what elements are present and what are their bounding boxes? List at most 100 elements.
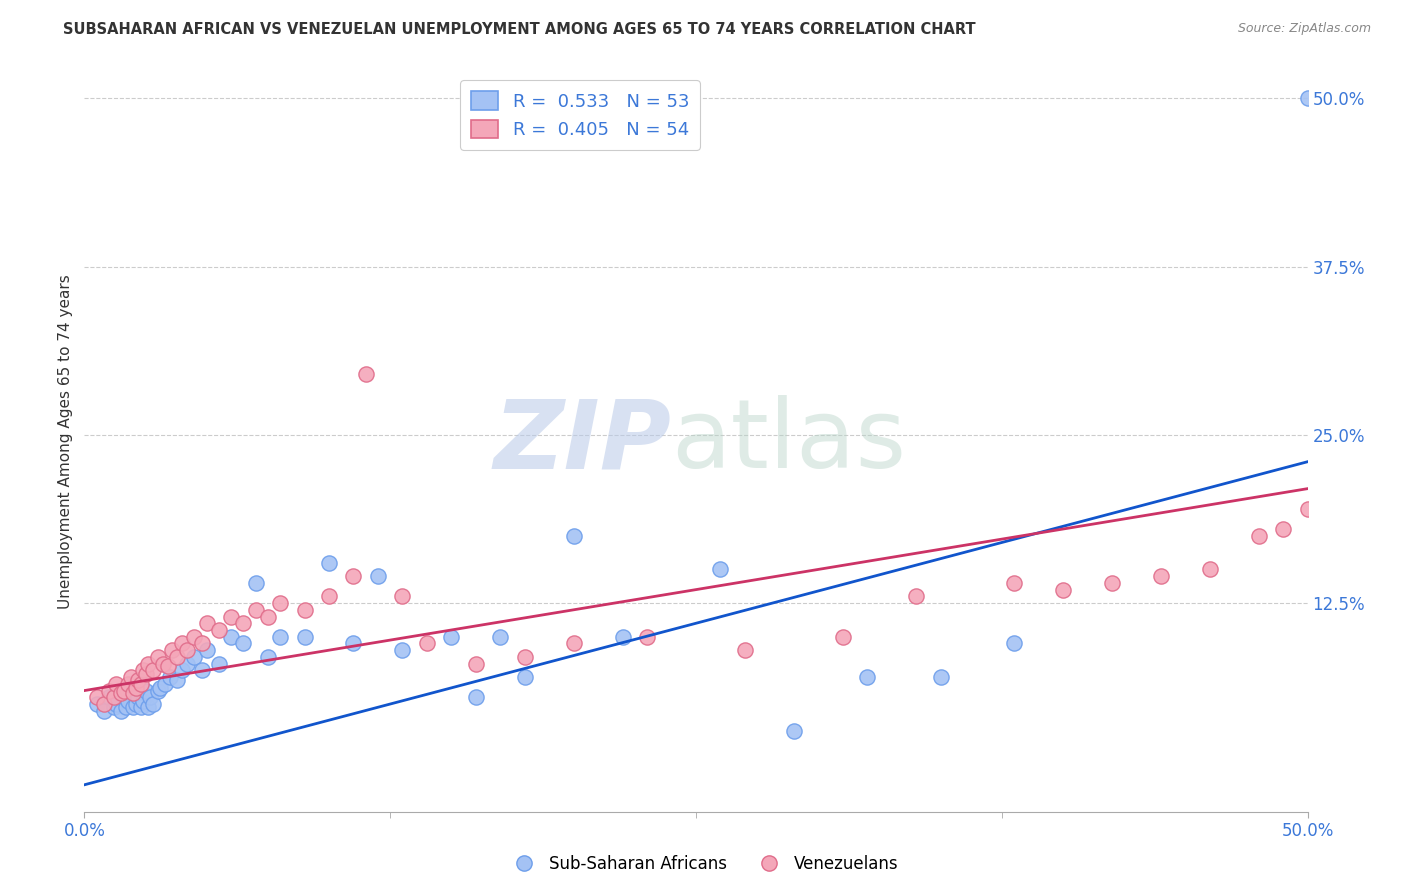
Point xyxy=(142,664,165,678)
Point xyxy=(183,649,205,664)
Point xyxy=(172,636,194,650)
Point xyxy=(117,677,139,691)
Point xyxy=(172,664,194,678)
Point xyxy=(1002,575,1025,590)
Legend: Sub-Saharan Africans, Venezuelans: Sub-Saharan Africans, Venezuelans xyxy=(501,848,905,880)
Point xyxy=(1247,529,1270,543)
Point xyxy=(127,690,149,705)
Point xyxy=(136,657,159,671)
Point xyxy=(146,683,169,698)
Point xyxy=(342,569,364,583)
Point xyxy=(156,659,179,673)
Point xyxy=(93,697,115,711)
Point xyxy=(103,699,125,714)
Point xyxy=(294,630,316,644)
Point xyxy=(709,562,731,576)
Point xyxy=(1150,569,1173,583)
Point xyxy=(219,609,242,624)
Point xyxy=(176,657,198,671)
Point xyxy=(97,683,120,698)
Point xyxy=(318,556,340,570)
Point xyxy=(1002,636,1025,650)
Point xyxy=(110,683,132,698)
Point xyxy=(416,636,439,650)
Point xyxy=(318,590,340,604)
Point xyxy=(1272,522,1295,536)
Point xyxy=(120,670,142,684)
Point xyxy=(159,670,181,684)
Point xyxy=(152,657,174,671)
Point xyxy=(391,590,413,604)
Point xyxy=(166,649,188,664)
Point xyxy=(783,723,806,738)
Point xyxy=(110,704,132,718)
Point xyxy=(86,690,108,705)
Point xyxy=(136,699,159,714)
Point xyxy=(112,690,135,705)
Point xyxy=(191,636,214,650)
Point xyxy=(142,697,165,711)
Point xyxy=(391,643,413,657)
Point xyxy=(294,603,316,617)
Text: atlas: atlas xyxy=(672,395,907,488)
Point xyxy=(103,690,125,705)
Point xyxy=(269,596,291,610)
Point xyxy=(831,630,853,644)
Point xyxy=(153,677,176,691)
Point xyxy=(135,683,157,698)
Point xyxy=(219,630,242,644)
Point xyxy=(856,670,879,684)
Point xyxy=(269,630,291,644)
Point xyxy=(636,630,658,644)
Point xyxy=(367,569,389,583)
Point xyxy=(139,690,162,705)
Point xyxy=(125,697,148,711)
Point xyxy=(117,694,139,708)
Point xyxy=(97,690,120,705)
Point xyxy=(127,673,149,687)
Y-axis label: Unemployment Among Ages 65 to 74 years: Unemployment Among Ages 65 to 74 years xyxy=(58,274,73,609)
Point xyxy=(122,699,145,714)
Point xyxy=(176,643,198,657)
Point xyxy=(489,630,512,644)
Point xyxy=(195,643,218,657)
Point xyxy=(1296,91,1319,105)
Point xyxy=(1296,501,1319,516)
Point xyxy=(129,699,152,714)
Point xyxy=(513,649,536,664)
Text: SUBSAHARAN AFRICAN VS VENEZUELAN UNEMPLOYMENT AMONG AGES 65 TO 74 YEARS CORRELAT: SUBSAHARAN AFRICAN VS VENEZUELAN UNEMPLO… xyxy=(63,22,976,37)
Point xyxy=(562,636,585,650)
Point xyxy=(93,704,115,718)
Legend: R =  0.533   N = 53, R =  0.405   N = 54: R = 0.533 N = 53, R = 0.405 N = 54 xyxy=(460,80,700,150)
Point xyxy=(245,575,267,590)
Point xyxy=(135,667,157,681)
Point xyxy=(734,643,756,657)
Point xyxy=(929,670,952,684)
Point xyxy=(120,683,142,698)
Point xyxy=(112,683,135,698)
Point xyxy=(86,697,108,711)
Text: Source: ZipAtlas.com: Source: ZipAtlas.com xyxy=(1237,22,1371,36)
Point xyxy=(162,643,184,657)
Point xyxy=(1198,562,1220,576)
Point xyxy=(257,649,280,664)
Point xyxy=(232,616,254,631)
Point xyxy=(513,670,536,684)
Point xyxy=(1052,582,1074,597)
Point xyxy=(464,657,486,671)
Point xyxy=(129,677,152,691)
Point xyxy=(149,681,172,695)
Point xyxy=(232,636,254,650)
Point xyxy=(354,368,377,382)
Point xyxy=(342,636,364,650)
Point xyxy=(1101,575,1123,590)
Point xyxy=(105,677,128,691)
Point xyxy=(125,681,148,695)
Point xyxy=(257,609,280,624)
Point xyxy=(191,664,214,678)
Point xyxy=(208,657,231,671)
Text: ZIP: ZIP xyxy=(494,395,672,488)
Point xyxy=(195,616,218,631)
Point xyxy=(166,673,188,687)
Point xyxy=(110,686,132,700)
